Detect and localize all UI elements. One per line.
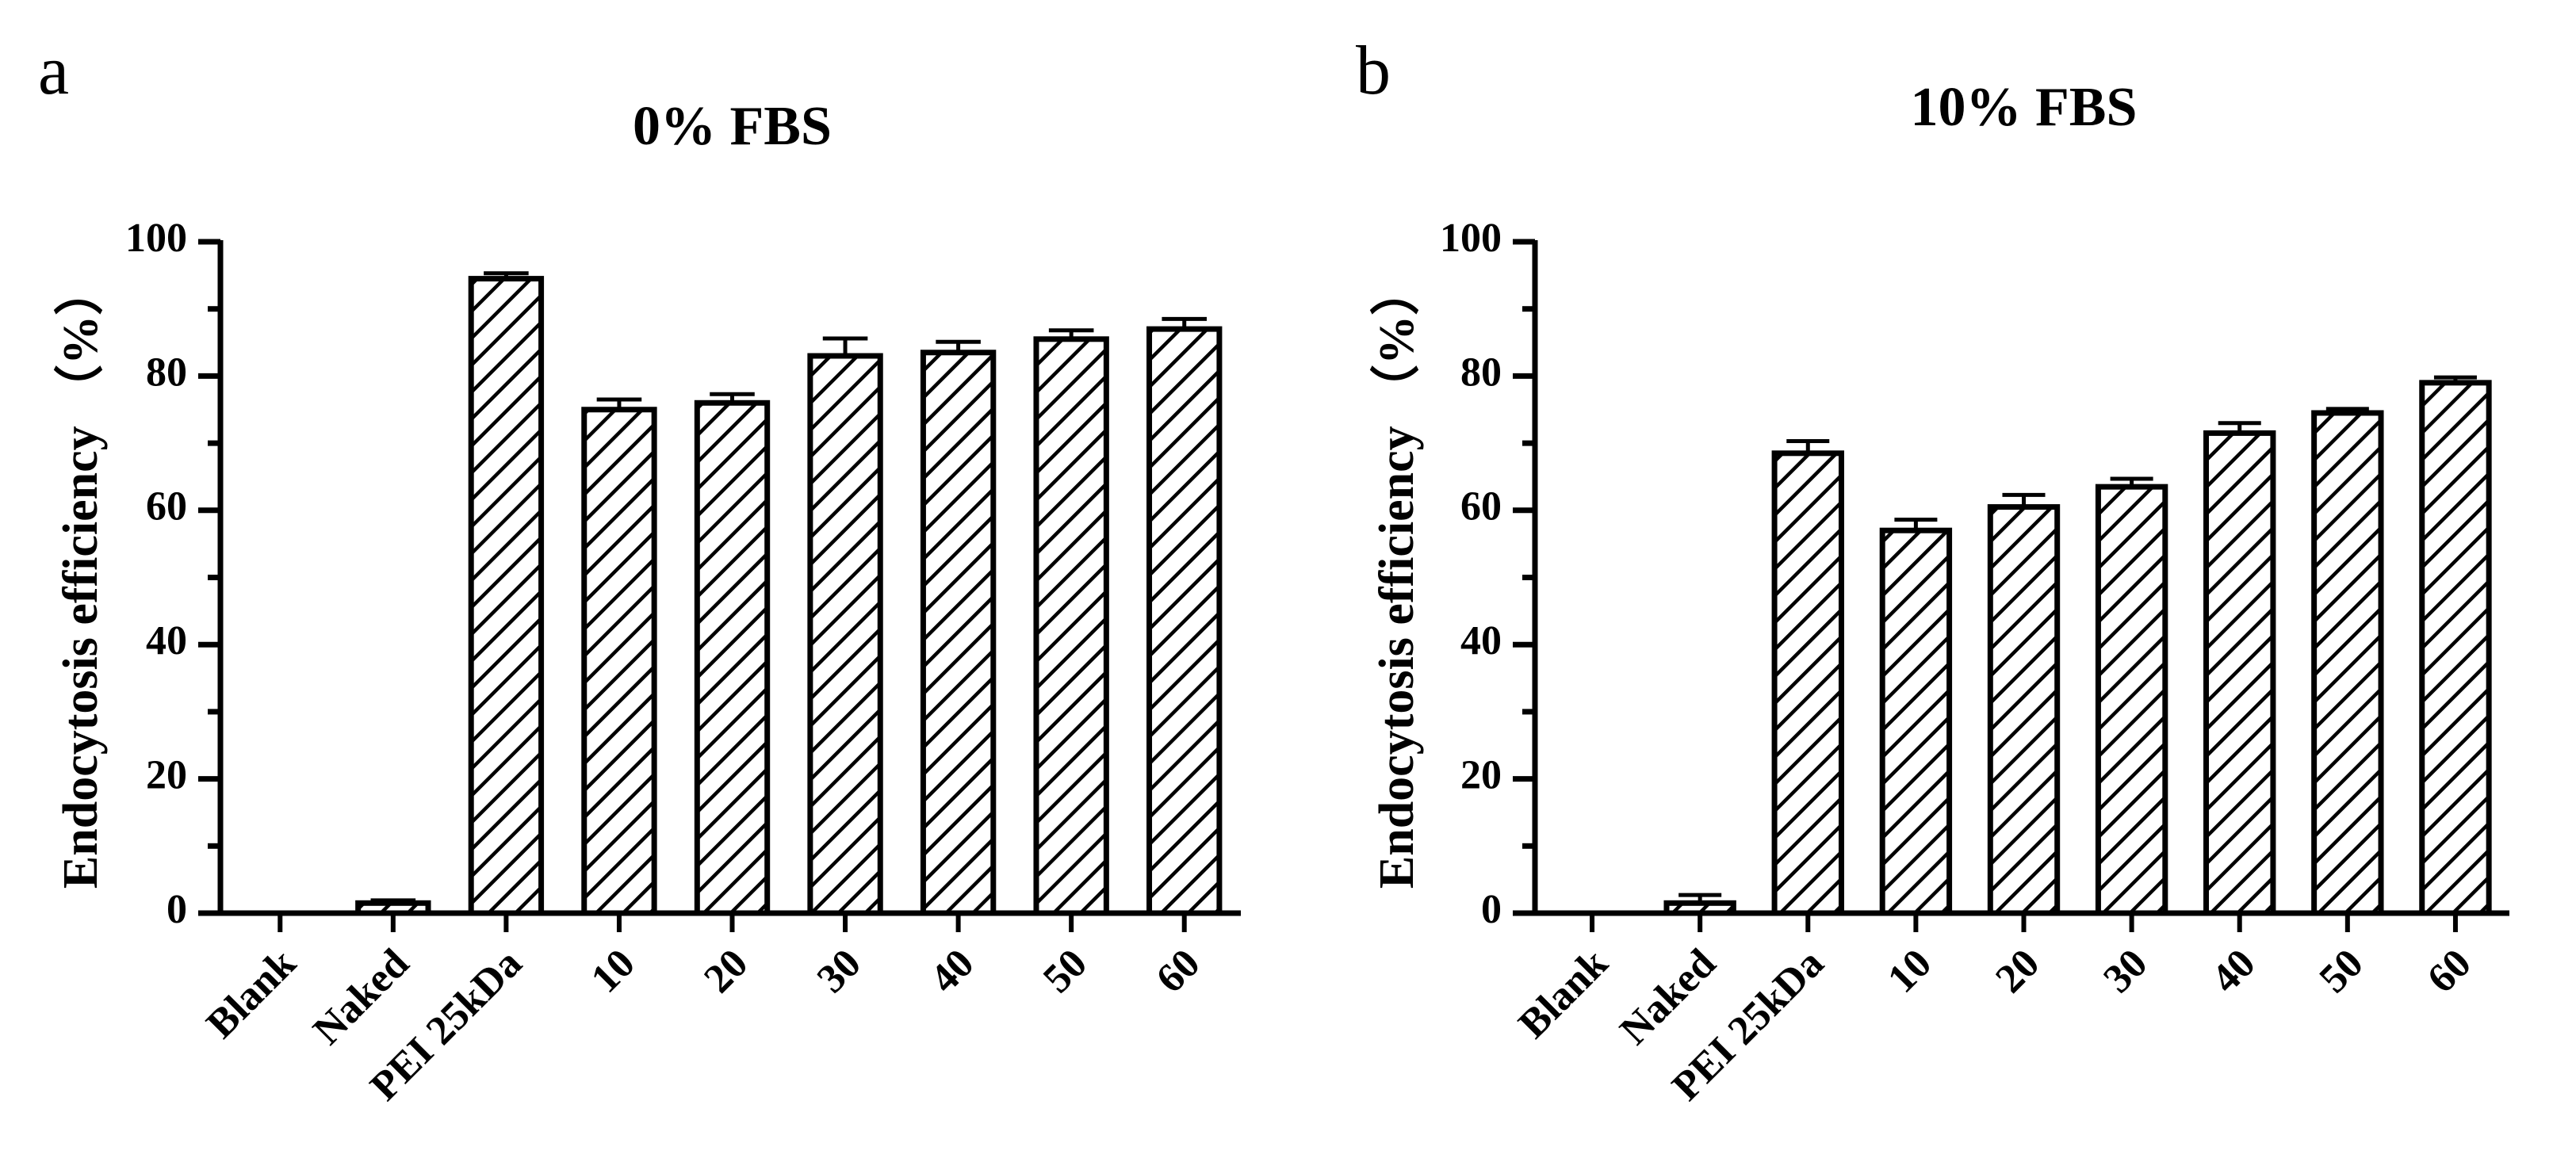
- x-tick-label: Blank: [1510, 941, 1617, 1047]
- bar: [807, 353, 883, 916]
- y-tick-label: 40: [146, 618, 187, 663]
- bars: [355, 271, 1223, 916]
- x-tick-label: 60: [2419, 941, 2480, 1002]
- bar: [920, 350, 997, 916]
- y-tick-label: 0: [1481, 887, 1502, 932]
- x-tick-label: Blank: [198, 941, 304, 1047]
- bar: [1033, 336, 1109, 916]
- bar: [1879, 527, 1953, 916]
- y-tick-label: 80: [146, 350, 187, 395]
- chart-panel-b: b 10% FBS Endocytosis efficiency （%） Bla…: [1356, 32, 2509, 1110]
- x-tick-label: 30: [809, 941, 870, 1002]
- x-tick-label: 30: [2095, 941, 2156, 1002]
- x-tick-label: 60: [1148, 941, 1209, 1002]
- bar: [2311, 410, 2384, 916]
- y-tick-label: 60: [1460, 484, 1502, 529]
- bar: [2419, 380, 2492, 916]
- bar: [581, 407, 657, 916]
- x-tick-label: Naked: [304, 941, 418, 1054]
- bar: [2203, 430, 2276, 916]
- x-tick-label: 50: [1035, 941, 1096, 1002]
- bar: [1771, 450, 1844, 916]
- x-tick-label: 40: [921, 941, 982, 1002]
- chart-title: 0% FBS: [633, 96, 832, 157]
- y-tick-labels: 0 20 40 60 80 100: [1440, 216, 1535, 932]
- y-tick-label: 40: [1460, 618, 1502, 663]
- y-tick-label: 100: [125, 216, 187, 261]
- x-tick-label: 50: [2311, 941, 2372, 1002]
- bar: [694, 399, 771, 916]
- x-tick-label: 10: [583, 941, 644, 1002]
- y-tick-label: 0: [167, 887, 187, 932]
- panel-letter: b: [1356, 32, 1391, 109]
- x-tick-label: 10: [1879, 941, 1940, 1002]
- panel-letter: a: [38, 32, 69, 109]
- x-tick-label: 40: [2203, 941, 2264, 1002]
- bar: [1987, 504, 2061, 916]
- y-tick-label: 80: [1460, 350, 1502, 395]
- chart-panel-a: a 0% FBS Endocytosis efficiency （%） Blan…: [38, 32, 1241, 1110]
- y-tick-labels: 0 20 40 60 80 100: [125, 216, 220, 932]
- bar: [1146, 326, 1223, 916]
- y-tick-label: 100: [1440, 216, 1502, 261]
- x-tick-label: 20: [1987, 941, 2048, 1002]
- bar: [1663, 900, 1736, 916]
- bars: [1663, 375, 2492, 916]
- bar: [355, 900, 431, 916]
- y-axis-label: Endocytosis efficiency （%）: [52, 266, 108, 889]
- y-tick-label: 60: [146, 484, 187, 529]
- x-tick-label: 20: [695, 941, 756, 1002]
- bar: [2095, 484, 2168, 916]
- y-axis-label: Endocytosis efficiency （%）: [1368, 266, 1424, 889]
- y-tick-label: 20: [1460, 753, 1502, 798]
- y-tick-label: 20: [146, 753, 187, 798]
- chart-title: 10% FBS: [1911, 77, 2138, 138]
- bar: [468, 276, 545, 916]
